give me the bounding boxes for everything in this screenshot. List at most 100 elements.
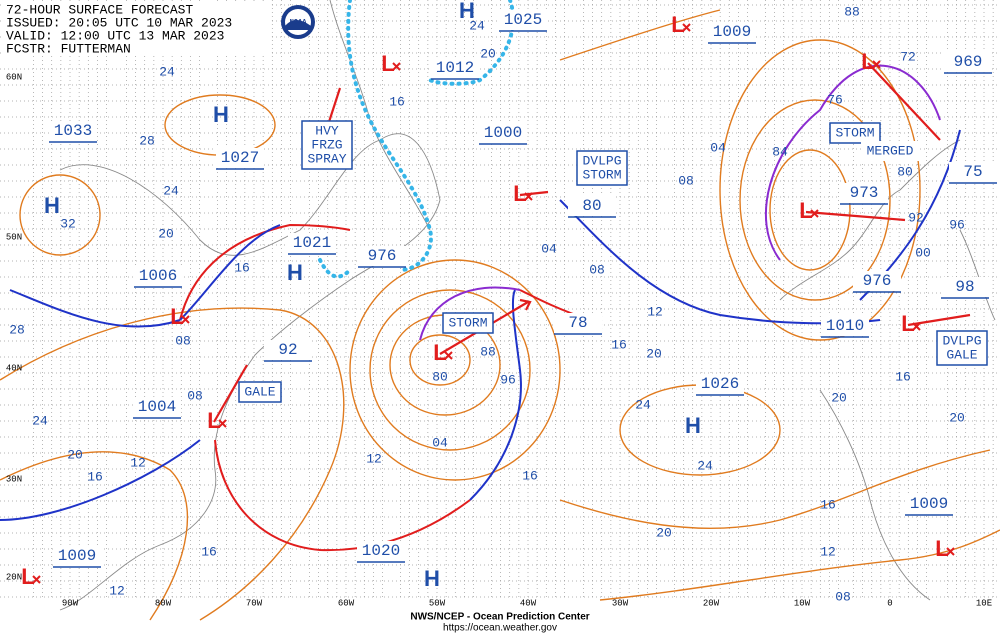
pressure-bg <box>134 266 182 286</box>
isobar-label: 12 <box>109 583 125 598</box>
high-center: H <box>459 0 475 23</box>
isobar-label: 24 <box>32 413 48 428</box>
header-line: FCSTR: FUTTERMAN <box>6 41 131 56</box>
pressure-label: 1027 <box>221 149 259 167</box>
isobar-label: 08 <box>187 388 203 403</box>
pressure-bg <box>288 233 336 253</box>
warning-text: DVLPG <box>582 153 621 168</box>
isobar-label: 12 <box>820 544 836 559</box>
pressure-label: 92 <box>278 341 297 359</box>
pressure-bg <box>554 313 602 333</box>
isobar-label: 76 <box>827 92 843 107</box>
low-center: L <box>671 12 684 37</box>
low-center: L <box>381 51 394 76</box>
isobar-label: 08 <box>175 333 191 348</box>
low-center: L <box>21 564 34 589</box>
pressure-label: 969 <box>954 53 983 71</box>
low-center: L <box>513 181 526 206</box>
high-center: H <box>44 193 60 218</box>
warning-box <box>576 150 628 186</box>
isobar-label: 92 <box>908 210 924 225</box>
longitude-label: 90W <box>62 598 79 608</box>
low-x <box>444 351 453 360</box>
low-x <box>392 62 401 71</box>
low-center: L <box>935 536 948 561</box>
pressure-bg <box>431 58 479 78</box>
latitude-label: 40N <box>6 363 22 373</box>
high-center: H <box>287 260 303 285</box>
pressure-bg <box>568 196 616 216</box>
warning-box <box>442 312 494 334</box>
warning-text: STORM <box>835 125 874 140</box>
header-line: VALID: 12:00 UTC 13 MAR 2023 <box>6 28 224 43</box>
isobar-label: 80 <box>432 369 448 384</box>
coastlines <box>59 0 996 611</box>
pressure-label: 78 <box>568 314 587 332</box>
header-panel <box>2 2 270 56</box>
isobar-label: 08 <box>678 173 694 188</box>
pressure-bg <box>905 494 953 514</box>
low-center: L <box>901 311 914 336</box>
isobar-label: 24 <box>469 18 485 33</box>
isobar-label: 08 <box>835 589 851 604</box>
pressure-bg <box>853 271 901 291</box>
pressure-label: 1026 <box>701 375 739 393</box>
latitude-label: 60N <box>6 72 22 82</box>
latitude-label: 30N <box>6 474 22 484</box>
pressure-bg <box>499 10 547 30</box>
isobar-label: 16 <box>611 337 627 352</box>
high-center: H <box>685 413 701 438</box>
warning-text: STORM <box>582 167 621 182</box>
warning-text: DVLPG <box>942 333 981 348</box>
latitude-label: 20N <box>6 572 22 582</box>
noaa-logo <box>281 5 315 39</box>
isobar-label: 32 <box>60 216 76 231</box>
isobar-label: 00 <box>915 245 931 260</box>
latitude-label: 50N <box>6 232 22 242</box>
longitude-label: 20W <box>703 598 720 608</box>
footer-agency: NWS/NCEP - Ocean Prediction Center <box>410 612 589 623</box>
low-x <box>218 419 227 428</box>
isobar-label: 28 <box>9 322 25 337</box>
isobar-label: 20 <box>949 410 965 425</box>
isobars <box>0 9 1000 621</box>
pressure-label: 1010 <box>826 317 864 335</box>
pressure-bg <box>53 546 101 566</box>
pressure-label: 1009 <box>713 23 751 41</box>
pressure-bg <box>821 316 869 336</box>
isobar-label: 84 <box>772 144 788 159</box>
low-x <box>872 60 881 69</box>
pressure-bg <box>944 52 992 72</box>
isobar-label: 96 <box>949 217 965 232</box>
low-center: L <box>799 198 812 223</box>
warning-text: SPRAY <box>307 151 346 166</box>
isobar-label: 20 <box>656 525 672 540</box>
isobar-label: 04 <box>432 435 448 450</box>
isobar-label: 20 <box>480 46 496 61</box>
longitude-label: 60W <box>338 598 355 608</box>
pressure-label: 973 <box>850 184 879 202</box>
low-x <box>524 192 533 201</box>
longitude-label: 80W <box>155 598 172 608</box>
warning-box <box>829 122 881 144</box>
warning-text: MERGED <box>867 143 914 158</box>
pressure-label: 80 <box>582 197 601 215</box>
isobar-label: 16 <box>820 497 836 512</box>
pressure-label: 1000 <box>484 124 522 142</box>
pressure-bg <box>49 121 97 141</box>
pressure-label: 1009 <box>58 547 96 565</box>
pressure-label: 1012 <box>436 59 474 77</box>
isobar-label: 88 <box>844 4 860 19</box>
pressure-label: 1004 <box>138 398 176 416</box>
pressure-label: 976 <box>863 272 892 290</box>
warning-box <box>238 381 282 403</box>
pressure-bg <box>941 277 989 297</box>
logo-text: NOAA <box>290 19 308 27</box>
pressure-label: 1033 <box>54 122 92 140</box>
ice-edge <box>318 0 516 279</box>
isobar-label: 24 <box>159 64 175 79</box>
low-center: L <box>861 49 874 74</box>
isobar-label: 20 <box>646 346 662 361</box>
warning-box <box>936 330 988 366</box>
header-line: ISSUED: 20:05 UTC 10 MAR 2023 <box>6 15 232 30</box>
